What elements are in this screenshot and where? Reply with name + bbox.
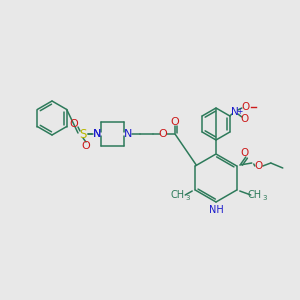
Text: O: O [255, 161, 263, 171]
Text: NH: NH [208, 205, 224, 215]
Text: N: N [231, 107, 239, 117]
Text: N: N [93, 129, 101, 139]
Text: N: N [124, 129, 132, 139]
Text: O: O [242, 102, 250, 112]
Text: O: O [171, 117, 179, 127]
Text: N: N [93, 129, 101, 139]
Text: O: O [70, 119, 78, 129]
Text: +: + [237, 106, 243, 116]
Text: S: S [79, 128, 87, 140]
Text: O: O [82, 141, 90, 151]
Text: CH: CH [170, 190, 184, 200]
Text: O: O [241, 148, 249, 158]
Text: 3: 3 [185, 195, 190, 201]
Text: CH: CH [248, 190, 262, 200]
Text: O: O [241, 114, 249, 124]
Text: O: O [159, 129, 167, 139]
Text: 3: 3 [262, 195, 267, 201]
